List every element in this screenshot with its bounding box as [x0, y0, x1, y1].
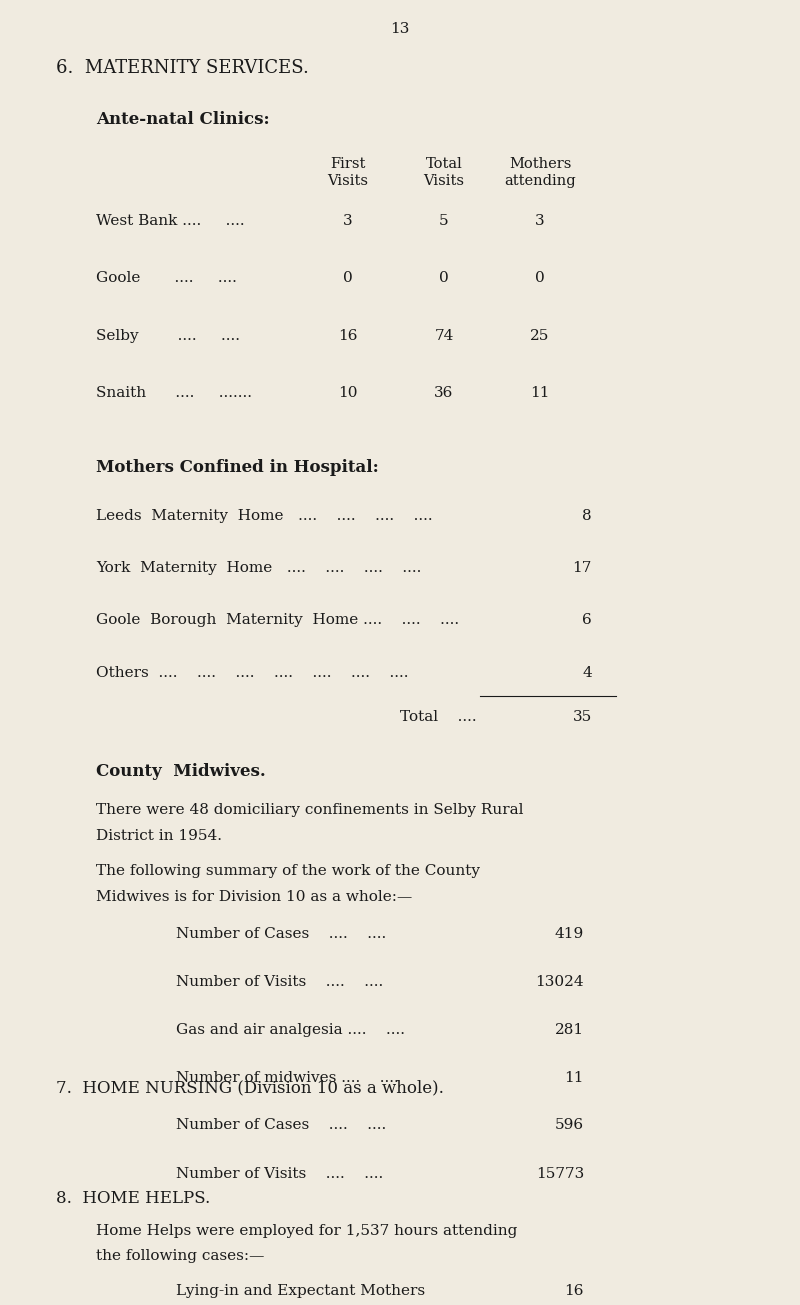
Text: 5: 5 [439, 214, 449, 228]
Text: 6.  MATERNITY SERVICES.: 6. MATERNITY SERVICES. [56, 59, 309, 77]
Text: 15773: 15773 [536, 1167, 584, 1181]
Text: Lying-in and Expectant Mothers: Lying-in and Expectant Mothers [176, 1284, 425, 1298]
Text: 74: 74 [434, 329, 454, 343]
Text: Number of Cases    ....    ....: Number of Cases .... .... [176, 1118, 386, 1133]
Text: 35: 35 [573, 710, 592, 724]
Text: 3: 3 [535, 214, 545, 228]
Text: 11: 11 [530, 386, 550, 401]
Text: Leeds  Maternity  Home   ....    ....    ....    ....: Leeds Maternity Home .... .... .... .... [96, 509, 433, 523]
Text: 13: 13 [390, 22, 410, 37]
Text: Total
Visits: Total Visits [423, 157, 465, 188]
Text: Number of Visits    ....    ....: Number of Visits .... .... [176, 975, 383, 989]
Text: West Bank ....     ....: West Bank .... .... [96, 214, 245, 228]
Text: County  Midwives.: County Midwives. [96, 763, 266, 780]
Text: 0: 0 [343, 271, 353, 286]
Text: 7.  HOME NURSING (Division 10 as a whole).: 7. HOME NURSING (Division 10 as a whole)… [56, 1079, 444, 1096]
Text: 0: 0 [439, 271, 449, 286]
Text: Snaith      ....     .......: Snaith .... ....... [96, 386, 252, 401]
Text: 17: 17 [573, 561, 592, 576]
Text: Mothers
attending: Mothers attending [504, 157, 576, 188]
Text: Number of midwives ....    ....: Number of midwives .... .... [176, 1071, 398, 1086]
Text: 36: 36 [434, 386, 454, 401]
Text: the following cases:—: the following cases:— [96, 1249, 264, 1263]
Text: The following summary of the work of the County: The following summary of the work of the… [96, 864, 480, 878]
Text: 281: 281 [555, 1023, 584, 1037]
Text: Selby        ....     ....: Selby .... .... [96, 329, 240, 343]
Text: Goole       ....     ....: Goole .... .... [96, 271, 237, 286]
Text: Total    ....: Total .... [400, 710, 477, 724]
Text: 3: 3 [343, 214, 353, 228]
Text: There were 48 domiciliary confinements in Selby Rural: There were 48 domiciliary confinements i… [96, 803, 523, 817]
Text: 16: 16 [565, 1284, 584, 1298]
Text: 11: 11 [565, 1071, 584, 1086]
Text: First
Visits: First Visits [327, 157, 369, 188]
Text: Others  ....    ....    ....    ....    ....    ....    ....: Others .... .... .... .... .... .... ...… [96, 666, 409, 680]
Text: 0: 0 [535, 271, 545, 286]
Text: 6: 6 [582, 613, 592, 628]
Text: Home Helps were employed for 1,537 hours attending: Home Helps were employed for 1,537 hours… [96, 1224, 518, 1238]
Text: York  Maternity  Home   ....    ....    ....    ....: York Maternity Home .... .... .... .... [96, 561, 422, 576]
Text: 4: 4 [582, 666, 592, 680]
Text: Midwives is for Division 10 as a whole:—: Midwives is for Division 10 as a whole:— [96, 890, 412, 904]
Text: Number of Visits    ....    ....: Number of Visits .... .... [176, 1167, 383, 1181]
Text: 25: 25 [530, 329, 550, 343]
Text: District in 1954.: District in 1954. [96, 829, 222, 843]
Text: Gas and air analgesia ....    ....: Gas and air analgesia .... .... [176, 1023, 405, 1037]
Text: 16: 16 [338, 329, 358, 343]
Text: 8.  HOME HELPS.: 8. HOME HELPS. [56, 1190, 210, 1207]
Text: 10: 10 [338, 386, 358, 401]
Text: 13024: 13024 [535, 975, 584, 989]
Text: Ante-natal Clinics:: Ante-natal Clinics: [96, 111, 270, 128]
Text: 596: 596 [555, 1118, 584, 1133]
Text: Number of Cases    ....    ....: Number of Cases .... .... [176, 927, 386, 941]
Text: Goole  Borough  Maternity  Home ....    ....    ....: Goole Borough Maternity Home .... .... .… [96, 613, 459, 628]
Text: 8: 8 [582, 509, 592, 523]
Text: 419: 419 [554, 927, 584, 941]
Text: Mothers Confined in Hospital:: Mothers Confined in Hospital: [96, 459, 378, 476]
